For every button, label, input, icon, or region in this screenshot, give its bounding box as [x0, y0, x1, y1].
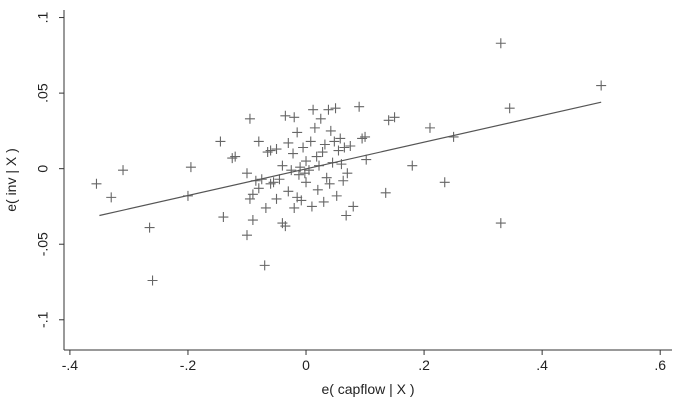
data-point	[333, 145, 344, 156]
data-point	[292, 127, 303, 138]
data-point	[144, 222, 155, 233]
data-point	[325, 125, 336, 136]
data-point	[268, 177, 279, 188]
data-point	[283, 186, 294, 197]
data-point	[383, 115, 394, 126]
y-axis-label: e( inv | X )	[3, 148, 19, 212]
data-point	[289, 202, 300, 213]
data-point	[345, 141, 356, 151]
data-point	[271, 193, 282, 204]
data-point	[495, 38, 506, 49]
data-point	[323, 104, 334, 115]
data-point	[311, 151, 322, 162]
data-point	[318, 196, 329, 207]
fit-line	[99, 101, 602, 217]
data-point	[185, 162, 196, 173]
data-point	[331, 190, 342, 201]
data-point	[241, 168, 252, 179]
y-tick-label: -.1	[35, 311, 51, 328]
data-point	[286, 165, 297, 176]
x-axis-label: e( capflow | X )	[321, 381, 414, 397]
data-point	[321, 172, 332, 183]
y-tick-label: 0	[35, 165, 51, 173]
data-point	[118, 165, 129, 176]
data-point	[280, 110, 291, 121]
data-point	[244, 113, 255, 124]
data-point	[301, 156, 312, 167]
x-tick-label: -.2	[180, 357, 197, 373]
data-point	[218, 212, 229, 223]
data-point	[407, 160, 418, 171]
data-point	[348, 201, 359, 212]
data-point	[91, 178, 102, 189]
data-point	[380, 187, 391, 198]
data-point	[253, 136, 264, 147]
data-point	[504, 103, 515, 114]
data-point	[280, 221, 291, 232]
data-point	[241, 230, 252, 241]
data-point	[247, 215, 258, 226]
y-tick-label: .1	[35, 12, 51, 24]
data-point	[274, 174, 285, 185]
data-point	[289, 112, 300, 123]
data-point	[448, 131, 459, 142]
data-point	[265, 145, 276, 156]
data-point	[283, 137, 294, 148]
data-point	[596, 80, 607, 91]
data-point	[342, 168, 353, 179]
data-point	[339, 142, 350, 153]
axes-layer: -.1 -.05 0 .05 .1 -.4 -.2 0 .2 .4 .6	[35, 10, 672, 373]
data-point	[296, 195, 307, 206]
data-point	[360, 131, 371, 142]
x-tick-label: .6	[654, 357, 666, 373]
data-point	[298, 142, 309, 153]
data-point	[338, 175, 349, 186]
data-point	[308, 104, 319, 115]
data-point	[106, 192, 117, 203]
data-point	[317, 147, 328, 158]
data-point	[424, 122, 435, 133]
data-point	[361, 154, 372, 165]
data-point	[495, 218, 506, 229]
data-point	[244, 193, 255, 204]
data-point	[230, 151, 241, 162]
data-point	[341, 210, 352, 221]
data-point	[259, 260, 270, 271]
data-point	[253, 183, 264, 194]
data-point	[288, 148, 299, 159]
data-point	[305, 136, 316, 147]
data-point	[293, 169, 304, 180]
data-point	[260, 202, 271, 213]
data-point	[329, 136, 340, 147]
x-tick-label: .2	[418, 357, 430, 373]
y-tick-label: -.05	[35, 232, 51, 256]
data-point	[271, 144, 282, 155]
data-point	[312, 184, 323, 195]
fit-line-layer	[99, 101, 602, 217]
data-point	[315, 113, 326, 124]
points-layer	[91, 38, 607, 286]
data-point	[215, 136, 226, 147]
data-point	[147, 275, 158, 286]
data-point	[277, 160, 288, 171]
data-point	[439, 177, 450, 188]
data-point	[354, 101, 365, 112]
data-point	[303, 165, 314, 176]
data-point	[309, 122, 320, 133]
x-tick-label: .4	[536, 357, 548, 373]
x-tick-label: 0	[302, 357, 310, 373]
y-tick-label: .05	[35, 83, 51, 103]
data-point	[335, 133, 346, 144]
x-tick-label: -.4	[62, 357, 79, 373]
data-point	[301, 177, 312, 188]
data-point	[330, 103, 341, 114]
data-point	[324, 178, 335, 189]
data-point	[319, 139, 330, 150]
data-point	[389, 112, 400, 123]
data-point	[306, 201, 317, 212]
